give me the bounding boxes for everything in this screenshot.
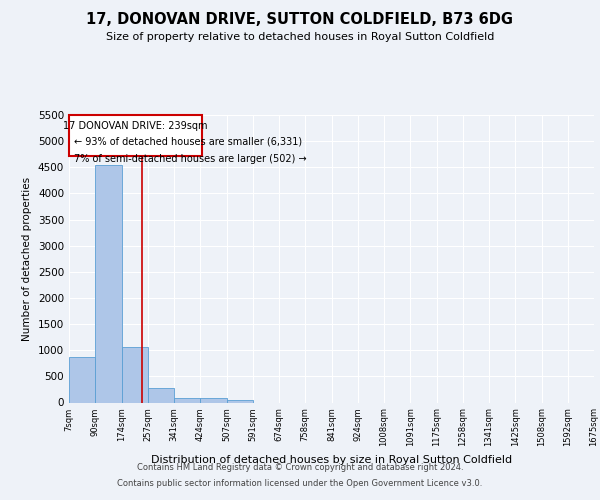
Bar [200,398,227,402]
Text: 7% of semi-detached houses are larger (502) →: 7% of semi-detached houses are larger (5… [74,154,307,164]
FancyBboxPatch shape [69,115,202,156]
Text: 17 DONOVAN DRIVE: 239sqm: 17 DONOVAN DRIVE: 239sqm [64,120,208,130]
Text: Contains public sector information licensed under the Open Government Licence v3: Contains public sector information licen… [118,478,482,488]
Bar [69,356,95,403]
Text: 17, DONOVAN DRIVE, SUTTON COLDFIELD, B73 6DG: 17, DONOVAN DRIVE, SUTTON COLDFIELD, B73… [86,12,514,28]
Bar [227,400,253,402]
Bar [174,398,200,402]
Bar [95,165,121,402]
Text: Contains HM Land Registry data © Crown copyright and database right 2024.: Contains HM Land Registry data © Crown c… [137,464,463,472]
Text: Size of property relative to detached houses in Royal Sutton Coldfield: Size of property relative to detached ho… [106,32,494,42]
Bar [121,347,148,403]
Text: ← 93% of detached houses are smaller (6,331): ← 93% of detached houses are smaller (6,… [74,136,302,146]
Bar [148,388,174,402]
Y-axis label: Number of detached properties: Number of detached properties [22,176,32,341]
X-axis label: Distribution of detached houses by size in Royal Sutton Coldfield: Distribution of detached houses by size … [151,455,512,465]
